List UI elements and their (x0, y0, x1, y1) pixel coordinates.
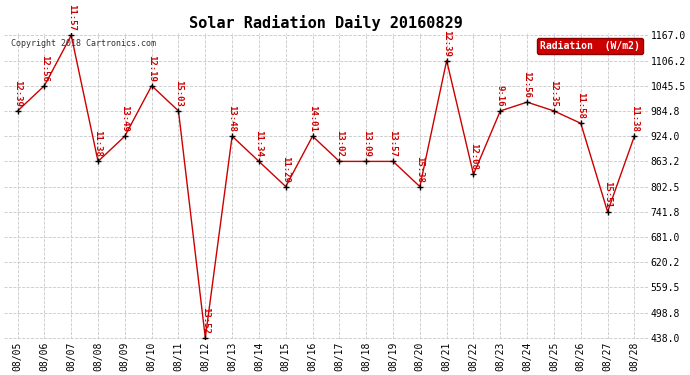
Text: 12:39: 12:39 (13, 80, 22, 107)
Text: 15:38: 15:38 (415, 156, 424, 182)
Text: 11:57: 11:57 (67, 4, 76, 31)
Legend: Radiation  (W/m2): Radiation (W/m2) (538, 38, 643, 54)
Text: 13:57: 13:57 (388, 130, 397, 157)
Text: 12:56: 12:56 (40, 55, 49, 82)
Text: 13:49: 13:49 (120, 105, 129, 132)
Text: 12:19: 12:19 (147, 55, 156, 82)
Text: 15:51: 15:51 (603, 181, 612, 208)
Text: 11:58: 11:58 (576, 92, 585, 119)
Text: 12:35: 12:35 (549, 80, 558, 107)
Title: Solar Radiation Daily 20160829: Solar Radiation Daily 20160829 (189, 15, 463, 31)
Text: 12:56: 12:56 (522, 71, 531, 98)
Text: 15:03: 15:03 (174, 80, 183, 107)
Text: 14:01: 14:01 (308, 105, 317, 132)
Text: 13:02: 13:02 (335, 130, 344, 157)
Text: Copyright 2018 Cartronics.com: Copyright 2018 Cartronics.com (10, 39, 156, 48)
Text: 11:29: 11:29 (282, 156, 290, 182)
Text: 11:34: 11:34 (255, 130, 264, 157)
Text: 13:48: 13:48 (228, 105, 237, 132)
Text: 9:16: 9:16 (496, 85, 505, 107)
Text: 13:09: 13:09 (362, 130, 371, 157)
Text: 11:38: 11:38 (94, 130, 103, 157)
Text: 13:52: 13:52 (201, 307, 210, 334)
Text: 12:08: 12:08 (469, 143, 478, 170)
Text: 12:39: 12:39 (442, 30, 451, 56)
Text: 11:38: 11:38 (630, 105, 639, 132)
